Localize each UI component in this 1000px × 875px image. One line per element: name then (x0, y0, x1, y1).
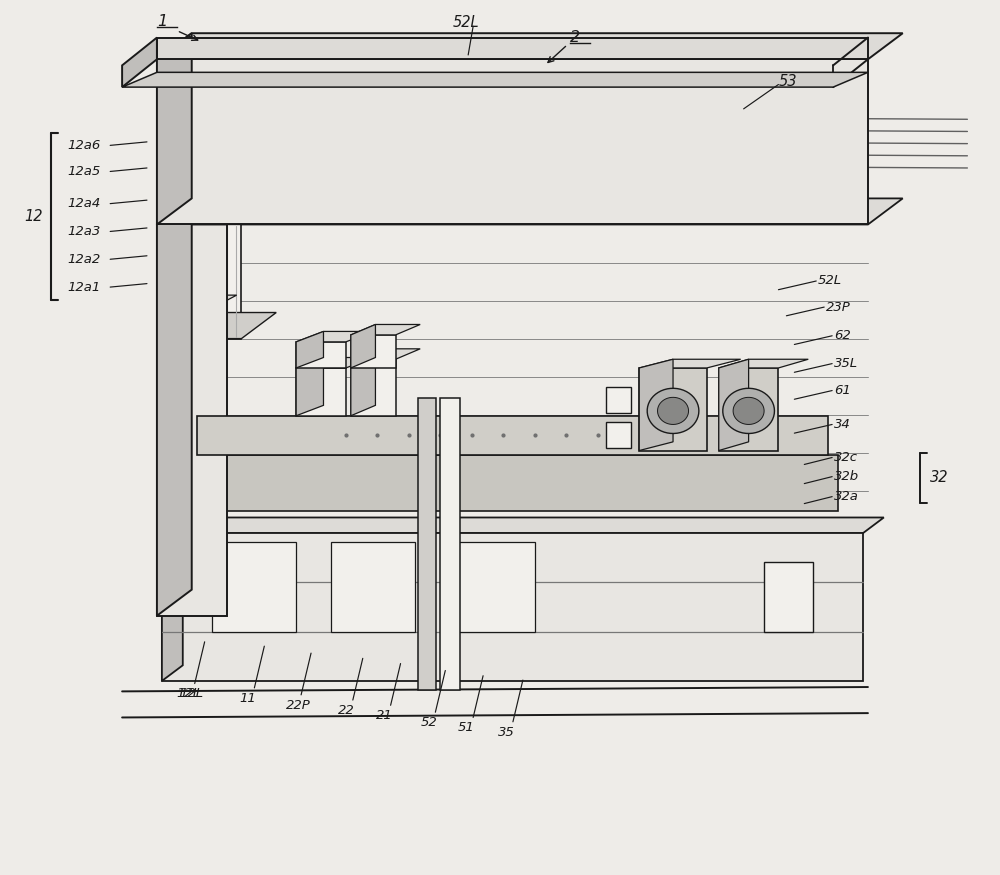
Polygon shape (197, 416, 828, 455)
Text: 12a2: 12a2 (67, 253, 101, 266)
Text: 51: 51 (458, 721, 475, 734)
Polygon shape (162, 517, 884, 533)
Polygon shape (733, 397, 764, 424)
Polygon shape (639, 368, 707, 451)
Polygon shape (157, 199, 276, 225)
Text: 12a3: 12a3 (67, 225, 101, 238)
Polygon shape (719, 360, 749, 451)
Text: 23P: 23P (826, 301, 851, 313)
Text: 34: 34 (834, 418, 851, 431)
Text: 12a5: 12a5 (67, 165, 101, 178)
Polygon shape (157, 33, 192, 225)
Text: 2: 2 (570, 30, 580, 45)
Polygon shape (719, 360, 808, 368)
Polygon shape (162, 533, 863, 681)
Polygon shape (157, 225, 241, 339)
Polygon shape (331, 542, 415, 632)
Polygon shape (764, 562, 813, 632)
Text: 21: 21 (376, 710, 392, 722)
Polygon shape (202, 295, 237, 302)
Polygon shape (296, 332, 323, 368)
Text: 32a: 32a (834, 490, 859, 503)
Polygon shape (187, 455, 838, 511)
Polygon shape (157, 199, 261, 225)
Polygon shape (296, 358, 373, 368)
Polygon shape (202, 302, 224, 321)
Text: 12a1: 12a1 (67, 281, 101, 294)
Polygon shape (351, 335, 396, 368)
Polygon shape (296, 342, 346, 368)
Text: 22P: 22P (286, 699, 311, 711)
Polygon shape (157, 60, 868, 225)
Text: 32c: 32c (834, 451, 858, 464)
Polygon shape (175, 277, 210, 284)
Text: 32: 32 (930, 471, 948, 486)
Text: 52L: 52L (452, 15, 479, 31)
Text: 62: 62 (834, 329, 851, 342)
Text: 35L: 35L (834, 357, 858, 370)
Polygon shape (157, 199, 192, 616)
Text: 12: 12 (25, 209, 43, 224)
Polygon shape (212, 542, 296, 632)
Polygon shape (719, 368, 778, 451)
Text: 22: 22 (338, 704, 355, 717)
Polygon shape (157, 38, 868, 60)
Polygon shape (296, 332, 373, 342)
Polygon shape (351, 360, 396, 416)
Polygon shape (351, 349, 375, 416)
Polygon shape (162, 517, 183, 681)
Polygon shape (157, 312, 276, 339)
Text: 1: 1 (157, 14, 167, 30)
Polygon shape (723, 388, 774, 433)
Polygon shape (440, 398, 460, 690)
Polygon shape (450, 542, 535, 632)
Polygon shape (157, 199, 192, 528)
Text: 12L: 12L (180, 688, 204, 701)
Polygon shape (639, 360, 673, 451)
Polygon shape (647, 388, 699, 433)
Text: 61: 61 (834, 384, 851, 397)
Text: 35: 35 (498, 725, 515, 738)
Text: 52: 52 (420, 716, 437, 729)
Text: 32b: 32b (834, 470, 859, 483)
Polygon shape (418, 398, 436, 690)
Polygon shape (157, 225, 227, 616)
Polygon shape (122, 73, 868, 88)
Text: 12L: 12L (177, 688, 201, 701)
Text: 52L: 52L (818, 275, 842, 288)
Polygon shape (606, 422, 631, 448)
Polygon shape (157, 33, 903, 60)
Polygon shape (658, 397, 689, 424)
Polygon shape (351, 349, 420, 360)
Polygon shape (639, 360, 741, 368)
Polygon shape (351, 325, 420, 335)
Polygon shape (122, 38, 157, 88)
Polygon shape (296, 358, 323, 416)
Polygon shape (606, 387, 631, 413)
Text: 12a4: 12a4 (67, 197, 101, 210)
Polygon shape (296, 368, 346, 416)
Polygon shape (175, 284, 197, 304)
Text: 12a6: 12a6 (67, 139, 101, 152)
Polygon shape (157, 199, 903, 225)
Text: 53: 53 (778, 74, 797, 88)
Text: 11: 11 (239, 692, 256, 705)
Polygon shape (351, 325, 375, 368)
